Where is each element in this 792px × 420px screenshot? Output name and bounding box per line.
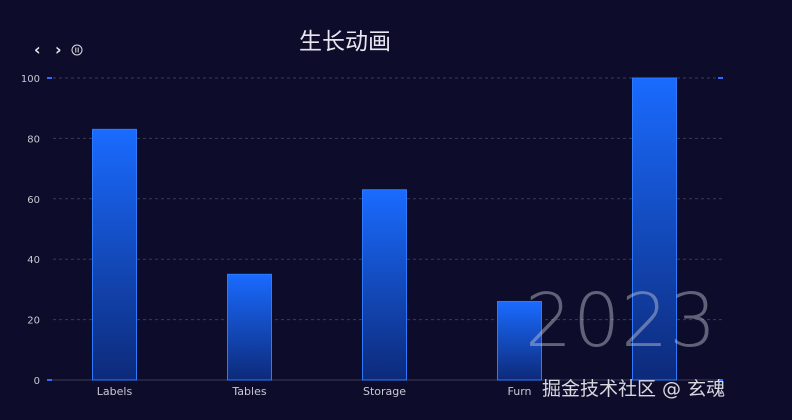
axis-marker [718,77,723,79]
prev-button[interactable]: ‹ [34,40,41,59]
next-button[interactable]: › [55,40,62,59]
y-tick-label: 0 [34,376,40,387]
y-tick-label: 40 [27,255,40,266]
axis-marker [718,379,723,381]
y-tick-label: 80 [27,134,40,145]
chart-title: 生长动画 [299,29,391,55]
bar [92,128,137,381]
y-tick-label: 60 [27,195,40,206]
bar [632,77,677,381]
year-watermark: 2023 [525,278,718,364]
axis-marker [47,77,52,79]
x-tick-label: Furn [508,385,532,398]
x-tick-label: Labels [97,385,133,398]
x-tick-label: Storage [363,385,406,398]
bar [362,189,407,381]
bar [227,273,272,381]
pause-icon[interactable] [71,44,83,56]
y-tick-label: 20 [27,316,40,327]
credit-watermark: 掘金技术社区 @ 玄魂 [542,378,726,400]
axis-marker [47,379,52,381]
x-tick-label: Tables [231,385,266,398]
bar [497,300,542,381]
y-tick-label: 100 [21,74,40,85]
